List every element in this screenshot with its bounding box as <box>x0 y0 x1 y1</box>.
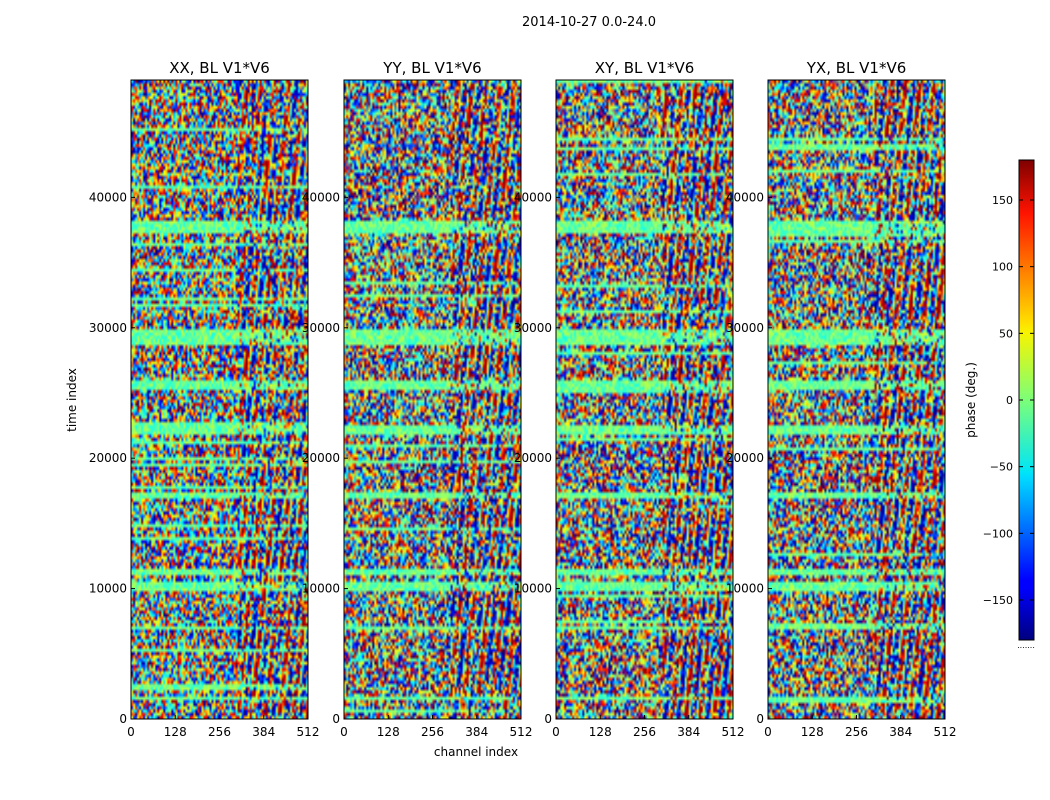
colorbar-tick-label: 100 <box>992 261 1013 274</box>
colorbar-tick-label: −100 <box>983 527 1013 540</box>
x-tick-label: 512 <box>297 725 320 739</box>
heatmap-image <box>344 80 521 719</box>
y-tick-label: 0 <box>756 712 764 726</box>
x-tick-label: 256 <box>421 725 444 739</box>
colorbar-tick-label: −150 <box>983 594 1013 607</box>
panel-title: XY, BL V1*V6 <box>595 59 695 77</box>
colorbar-label: phase (deg.) <box>964 362 978 438</box>
x-tick-label: 256 <box>845 725 868 739</box>
y-axis-label: time index <box>65 368 79 432</box>
x-tick-label: 0 <box>340 725 348 739</box>
x-tick-label: 128 <box>801 725 824 739</box>
y-tick-label: 30000 <box>514 321 552 335</box>
x-tick-label: 128 <box>164 725 187 739</box>
x-tick-label: 128 <box>589 725 612 739</box>
y-tick-label: 20000 <box>89 451 127 465</box>
y-tick-label: 0 <box>119 712 127 726</box>
x-tick-label: 256 <box>208 725 231 739</box>
panel-1: XX, BL V1*V6 0 128 256 384 512 0 10000 20000 3000… <box>89 59 320 739</box>
y-tick-label: 30000 <box>89 321 127 335</box>
panels: XX, BL V1*V6 0 128 256 384 512 0 10000 20000 3000… <box>89 59 957 739</box>
x-tick-label: 256 <box>633 725 656 739</box>
x-tick-label: 512 <box>510 725 533 739</box>
x-tick-label: 128 <box>377 725 400 739</box>
y-tick-label: 0 <box>544 712 552 726</box>
y-tick-label: 40000 <box>514 190 552 204</box>
y-tick-label: 10000 <box>302 582 340 596</box>
y-tick-label: 10000 <box>726 582 764 596</box>
panel-title: YY, BL V1*V6 <box>382 59 481 77</box>
colorbar-tick-label: 50 <box>999 327 1013 340</box>
y-tick-label: 30000 <box>302 321 340 335</box>
panel-4: YX, BL V1*V6 0 128 256 384 512 0 10000 20000 3000… <box>726 59 957 739</box>
x-tick-label: 384 <box>252 725 275 739</box>
colorbar-tick-label: −50 <box>990 461 1013 474</box>
heatmap-image <box>131 80 308 719</box>
y-tick-label: 0 <box>332 712 340 726</box>
heatmap-image <box>768 80 945 719</box>
x-tick-label: 0 <box>552 725 560 739</box>
x-tick-label: 384 <box>677 725 700 739</box>
y-tick-label: 20000 <box>726 451 764 465</box>
y-tick-label: 10000 <box>89 582 127 596</box>
y-tick-label: 20000 <box>302 451 340 465</box>
x-tick-label: 0 <box>764 725 772 739</box>
x-tick-label: 384 <box>465 725 488 739</box>
y-tick-label: 10000 <box>514 582 552 596</box>
x-tick-label: 512 <box>722 725 745 739</box>
x-axis-label: channel index <box>434 745 518 759</box>
figure-title: 2014-10-27 0.0-24.0 <box>522 15 656 30</box>
panel-3: XY, BL V1*V6 0 128 256 384 512 0 10000 20000 3000… <box>514 59 745 739</box>
heatmap-image <box>556 80 733 719</box>
y-tick-label: 40000 <box>302 190 340 204</box>
panel-title: XX, BL V1*V6 <box>169 59 270 77</box>
colorbar: phase (deg.) ....... −150 −100 −50 0 50 100 15… <box>964 159 1035 650</box>
y-tick-label: 40000 <box>726 190 764 204</box>
x-tick-label: 384 <box>889 725 912 739</box>
colorbar-tick-label: 0 <box>1006 394 1013 407</box>
colorbar-under-label: ....... <box>1017 641 1035 650</box>
x-tick-label: 0 <box>127 725 135 739</box>
y-tick-label: 20000 <box>514 451 552 465</box>
colorbar-tick-label: 150 <box>992 194 1013 207</box>
y-tick-label: 30000 <box>726 321 764 335</box>
panel-2: YY, BL V1*V6 0 128 256 384 512 0 10000 20000 3000… <box>302 59 533 739</box>
panel-title: YX, BL V1*V6 <box>806 59 907 77</box>
y-tick-label: 40000 <box>89 190 127 204</box>
x-tick-label: 512 <box>934 725 957 739</box>
